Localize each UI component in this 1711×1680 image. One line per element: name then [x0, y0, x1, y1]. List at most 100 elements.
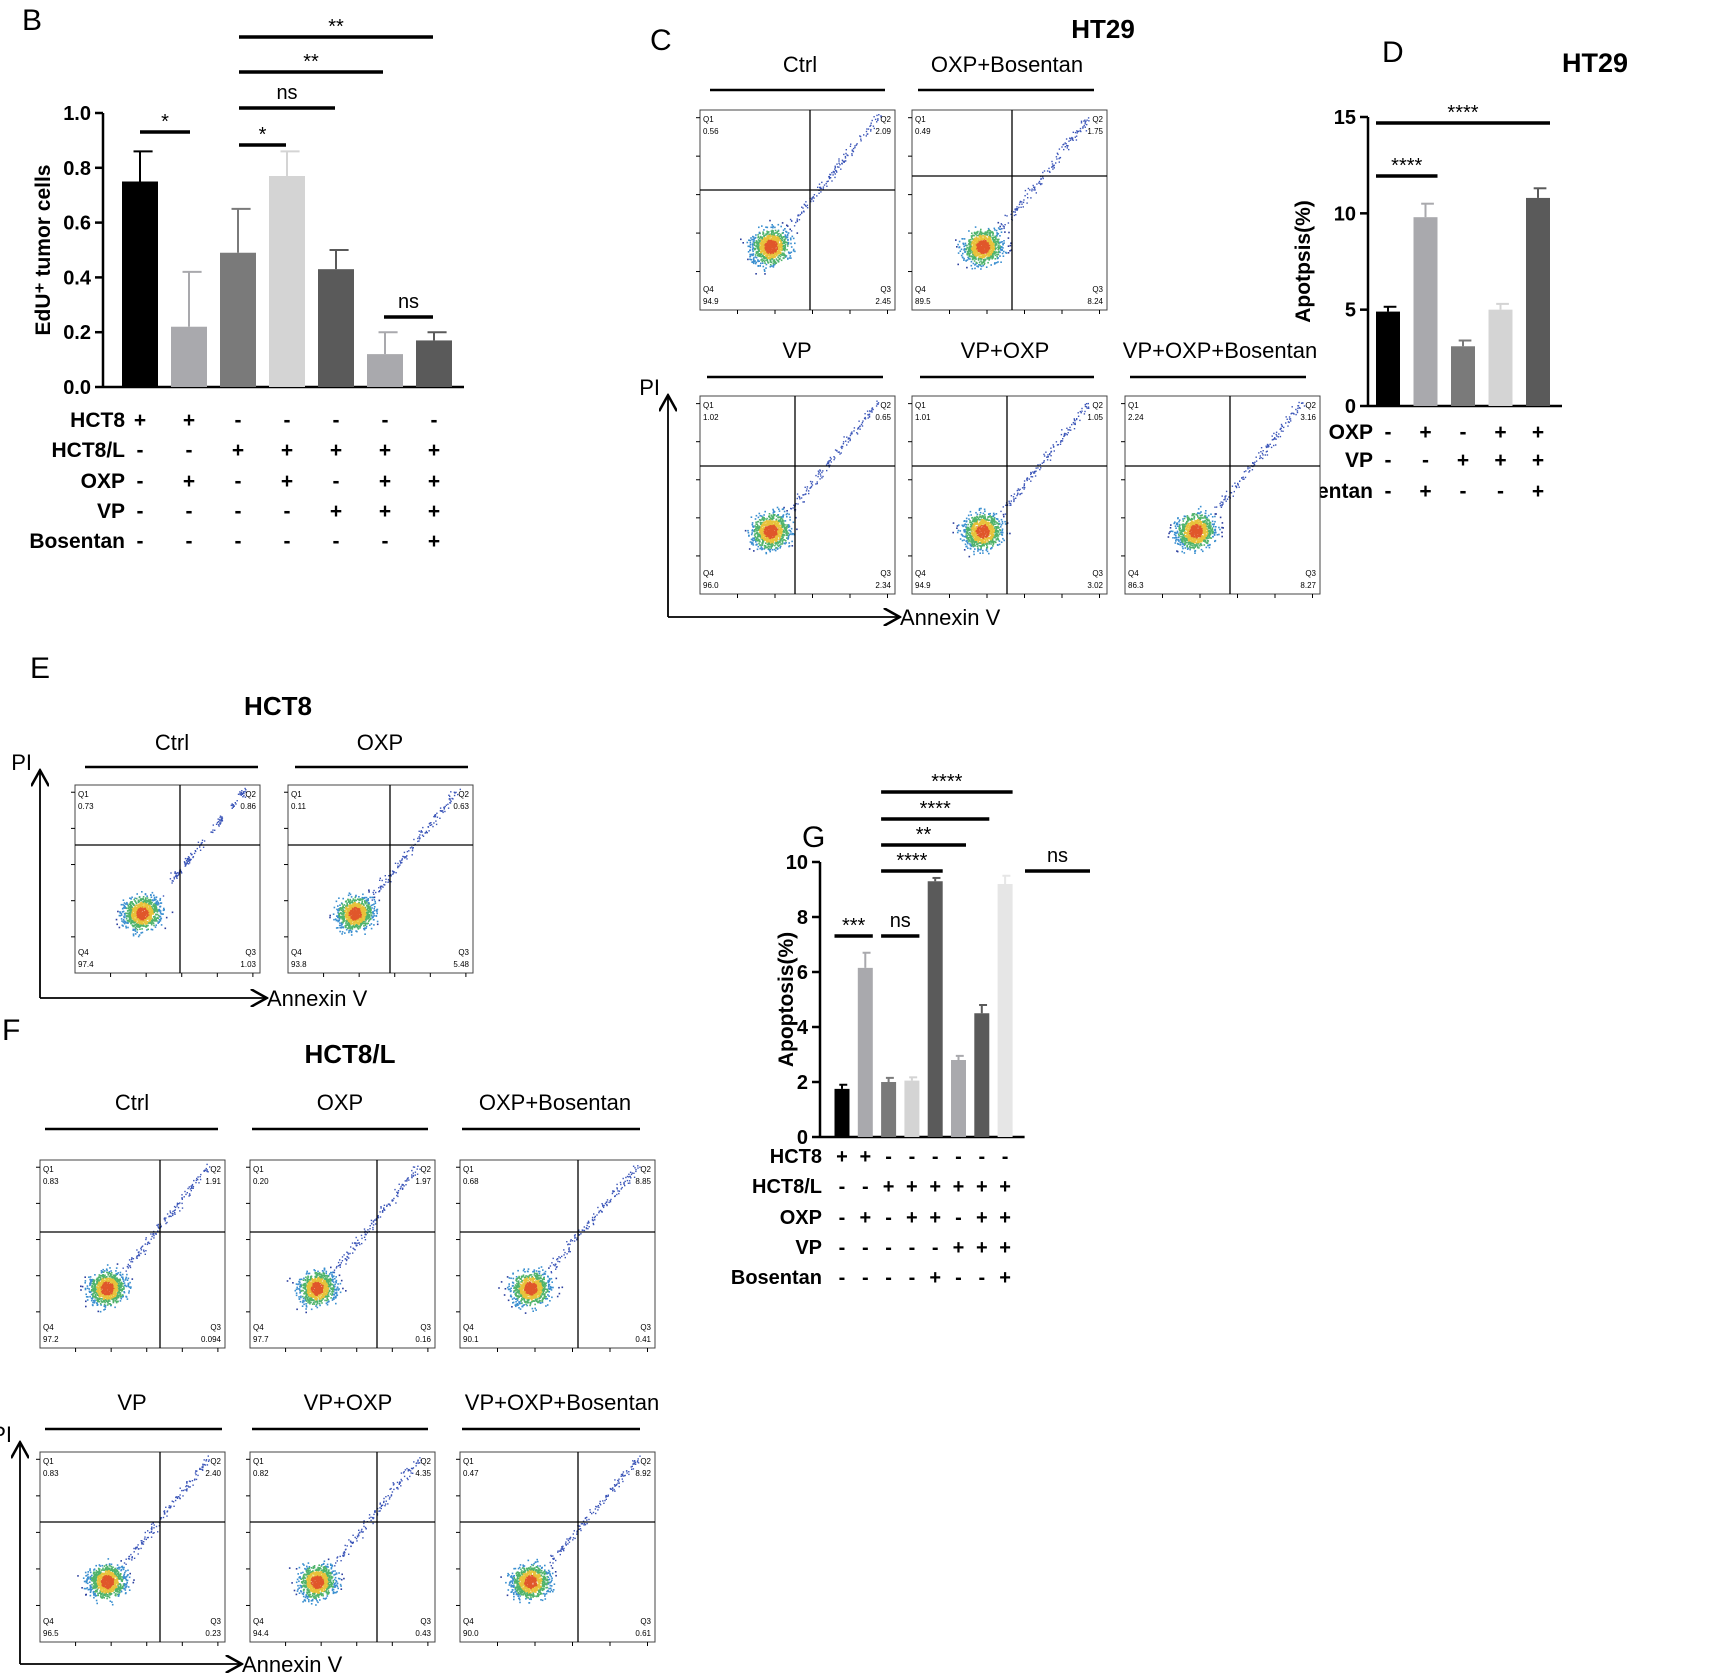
quadrant-value: 0.86 [240, 802, 256, 811]
flow-dot-cloud [955, 117, 1090, 270]
condition-sign: - [284, 409, 291, 432]
condition-sign: + [1494, 449, 1506, 472]
condition-label: OXP [81, 470, 125, 493]
quadrant-value: 2.09 [875, 127, 891, 136]
chart-b-edu: 0.0 0.2 0.4 0.6 0.8 1.0 EdU⁺ tumor cells HCT8 + +… [29, 16, 464, 553]
flow-plot-frame [74, 784, 261, 974]
condition-sign: + [379, 439, 391, 462]
condition-sign: + [1532, 480, 1544, 503]
quadrant-value: 3.02 [1087, 581, 1103, 590]
y-tick-label: 0 [1345, 396, 1356, 418]
quadrant-value: 96.0 [703, 581, 719, 590]
quadrant-name: Q2 [458, 790, 469, 799]
bar [1413, 217, 1438, 406]
condition-sign: - [909, 1237, 916, 1259]
flow-plot-frame [911, 109, 1108, 311]
quadrant-name: Q4 [915, 569, 926, 578]
condition-label: VP [97, 500, 125, 523]
condition-sign: + [330, 500, 342, 523]
y-tick-label: 2 [797, 1072, 808, 1094]
quadrant-name: Q4 [463, 1617, 474, 1626]
flow-dot-cloud [740, 114, 882, 275]
quadrant-value: 0.83 [43, 1177, 59, 1186]
condition-sign: - [1497, 480, 1504, 503]
quadrant-name: Q2 [210, 1165, 221, 1174]
y-tick-label: 8 [797, 907, 808, 929]
quadrant-name: Q1 [253, 1457, 264, 1466]
bar [122, 181, 158, 387]
condition-sign: - [932, 1146, 939, 1168]
quadrant-value: 0.82 [253, 1469, 269, 1478]
flow-condition-label: VP+OXP [961, 338, 1050, 363]
condition-sign: - [235, 470, 242, 493]
condition-sign: + [428, 470, 440, 493]
panel-letter-d: D [1382, 36, 1404, 69]
quadrant-name: Q3 [245, 948, 256, 957]
y-tick-label: 5 [1345, 300, 1356, 322]
quadrant-name: Q1 [78, 790, 89, 799]
condition-sign: + [859, 1146, 871, 1168]
condition-sign: + [976, 1207, 988, 1229]
y-tick-label: 0.2 [63, 322, 91, 344]
quadrant-value: 0.65 [875, 413, 891, 422]
quadrant-name: Q3 [640, 1617, 651, 1626]
condition-sign: - [909, 1146, 916, 1168]
condition-sign: - [1460, 421, 1467, 444]
condition-sign: - [284, 530, 291, 553]
flow-plot-frame [249, 1451, 436, 1643]
condition-sign: + [999, 1237, 1011, 1259]
condition-sign: - [862, 1267, 869, 1289]
y-tick-label: 6 [797, 962, 808, 984]
quadrant-name: Q4 [291, 948, 302, 957]
bar [881, 1082, 897, 1137]
panel-letter-c: C [650, 24, 672, 57]
quadrant-value: 97.4 [78, 960, 94, 969]
condition-sign: + [281, 439, 293, 462]
quadrant-value: 94.9 [915, 581, 931, 590]
quadrant-value: 1.91 [205, 1177, 221, 1186]
condition-label: HCT8 [770, 1146, 822, 1168]
flow-panel-e: Ctrl Q1 0.73 Q2 0.86 Q4 97.4 Q3 1.03 OXP Q1 0.11 Q2 0… [11, 730, 474, 1011]
panel-letter-g: G [802, 821, 825, 854]
quadrant-name: Q1 [253, 1165, 264, 1174]
bar [220, 252, 256, 387]
quadrant-value: 0.094 [201, 1335, 222, 1344]
quadrant-name: Q1 [703, 115, 714, 124]
quadrant-value: 5.48 [453, 960, 469, 969]
condition-sign: + [1532, 449, 1544, 472]
quadrant-value: 2.24 [1128, 413, 1144, 422]
annexin-axis-label: Annexin V [900, 605, 1001, 630]
condition-sign: + [281, 470, 293, 493]
panel-c-title: HT29 [1071, 14, 1135, 44]
y-tick-label: 0.6 [63, 213, 91, 235]
quadrant-name: Q1 [703, 401, 714, 410]
y-tick-label: 10 [1334, 203, 1356, 225]
quadrant-value: 0.16 [415, 1335, 431, 1344]
condition-sign: + [976, 1237, 988, 1259]
panel-letter-b: B [22, 4, 42, 37]
condition-sign: - [839, 1267, 846, 1289]
condition-sign: - [284, 500, 291, 523]
condition-sign: + [929, 1267, 941, 1289]
quadrant-name: Q2 [210, 1457, 221, 1466]
condition-sign: - [1422, 449, 1429, 472]
annexin-axis-label: Annexin V [242, 1652, 343, 1677]
significance-label: **** [931, 771, 962, 793]
quadrant-name: Q4 [253, 1323, 264, 1332]
condition-sign: - [862, 1176, 869, 1198]
condition-sign: - [909, 1267, 916, 1289]
flow-condition-label: VP [782, 338, 811, 363]
quadrant-value: 2.34 [875, 581, 891, 590]
condition-sign: - [137, 470, 144, 493]
condition-sign: - [1385, 449, 1392, 472]
quadrant-name: Q3 [420, 1323, 431, 1332]
condition-sign: - [333, 530, 340, 553]
bar [857, 967, 873, 1137]
bar [927, 881, 943, 1137]
pi-axis-label: PI [639, 375, 660, 400]
flow-dot-cloud [498, 1165, 641, 1314]
condition-sign: + [379, 470, 391, 493]
flow-dot-cloud [500, 1455, 641, 1604]
quadrant-name: Q1 [291, 790, 302, 799]
